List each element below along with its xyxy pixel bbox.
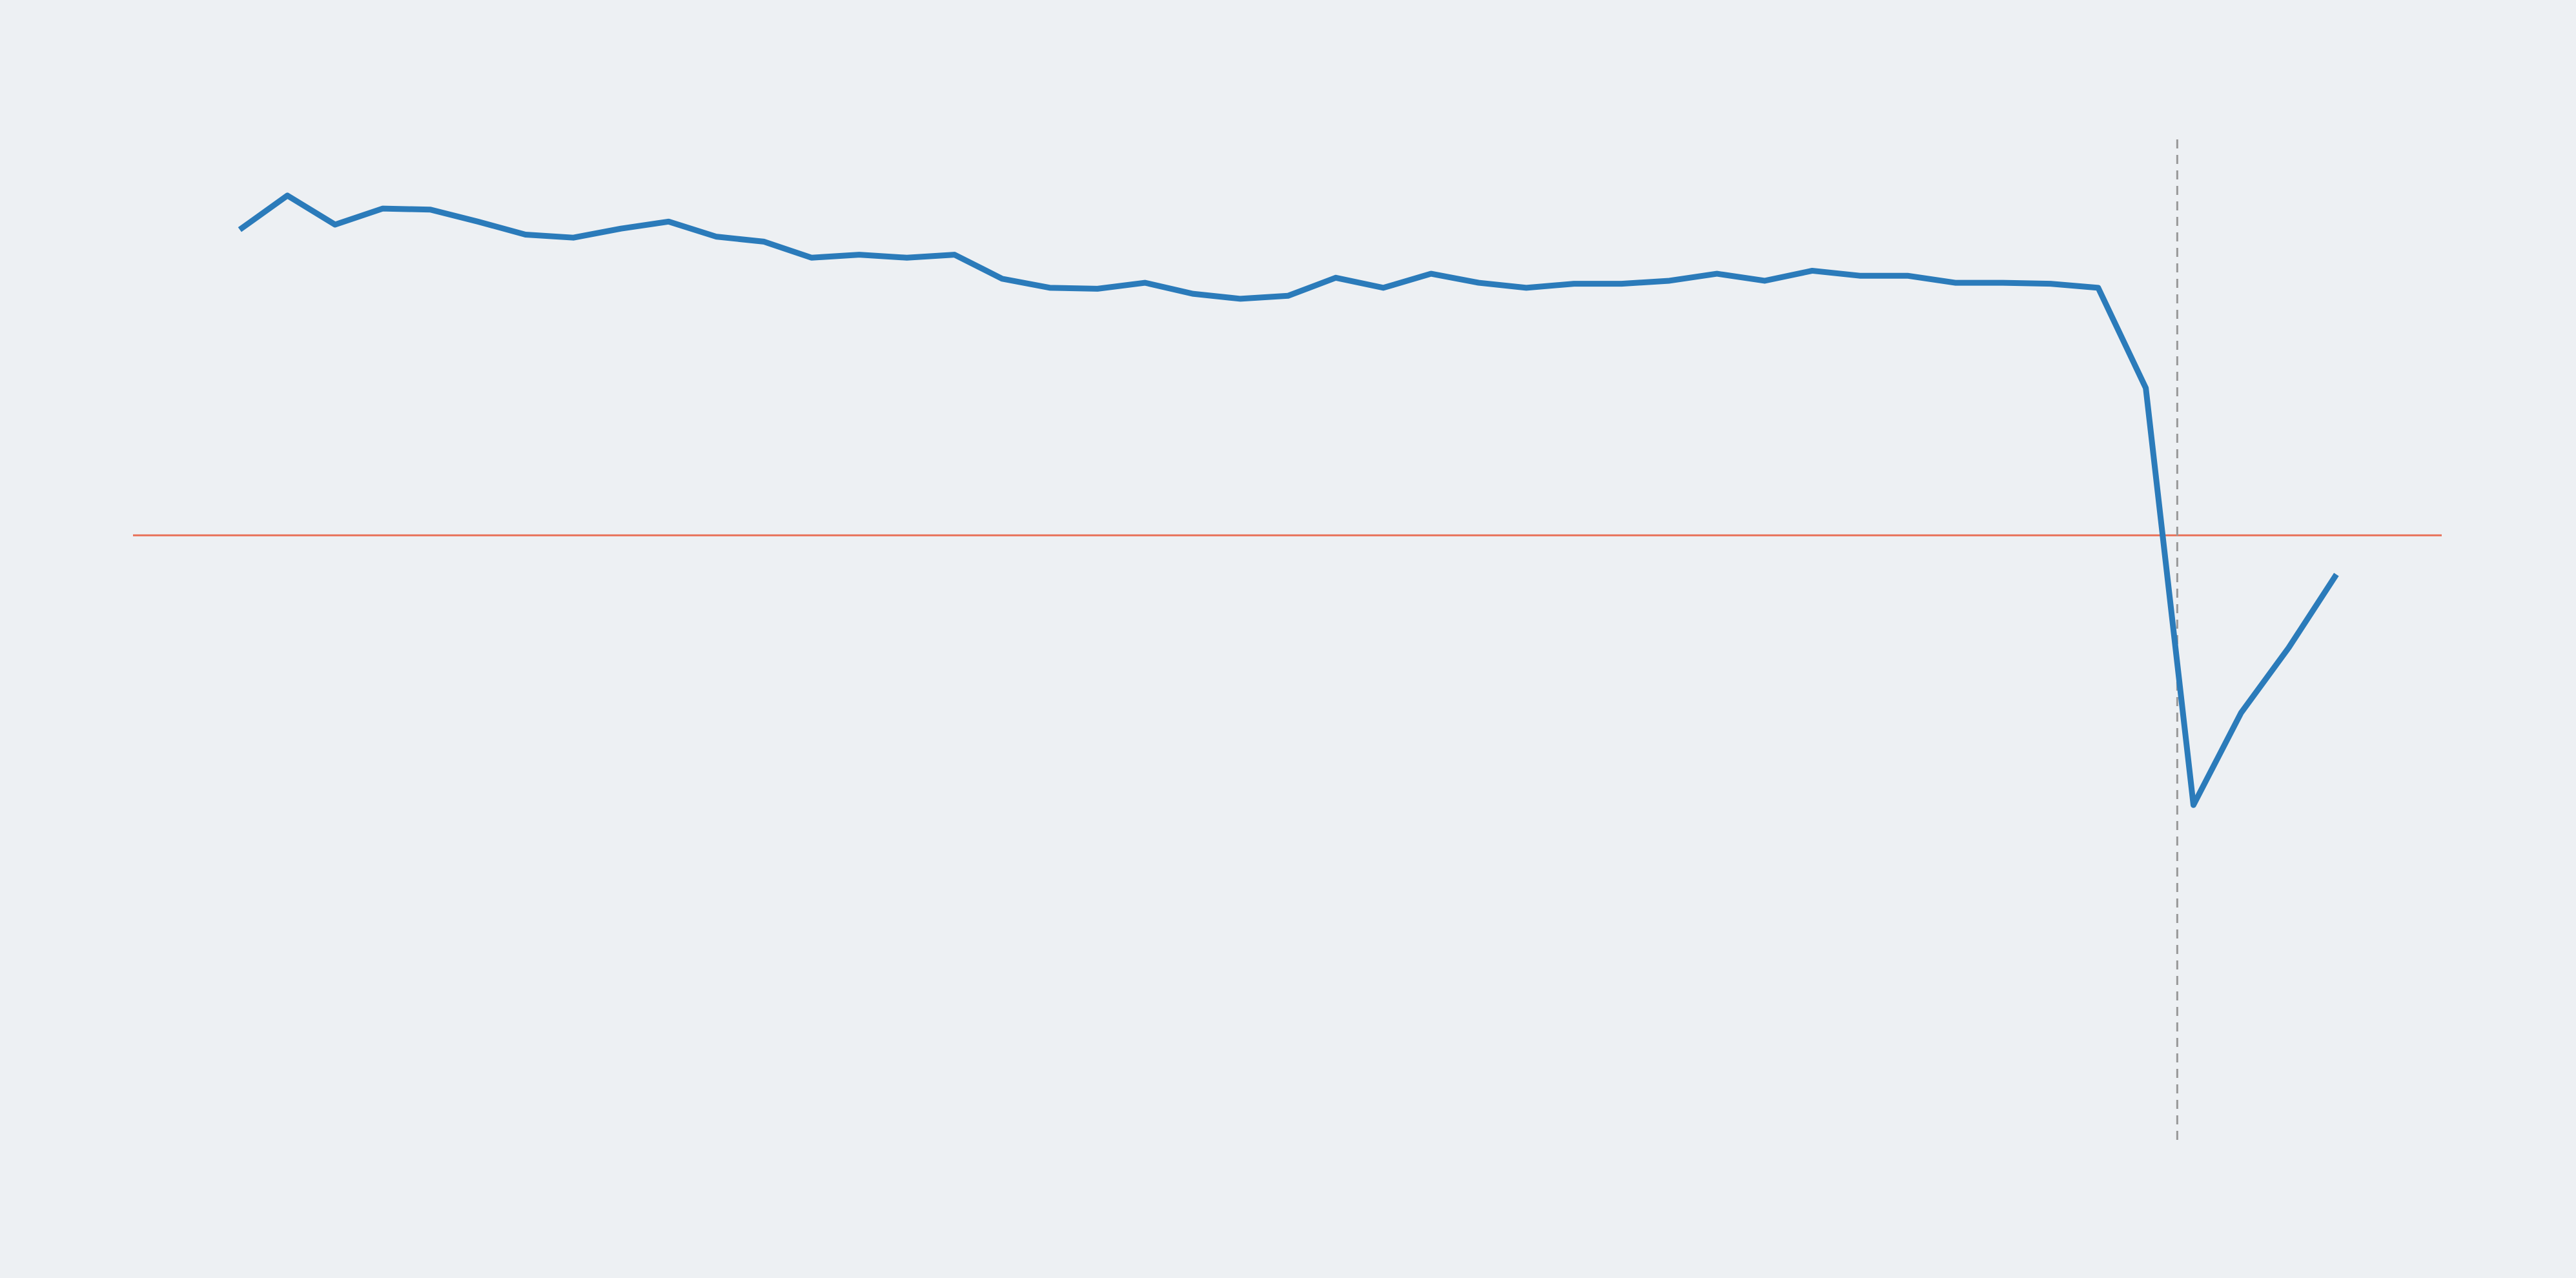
data-line xyxy=(238,192,2339,808)
